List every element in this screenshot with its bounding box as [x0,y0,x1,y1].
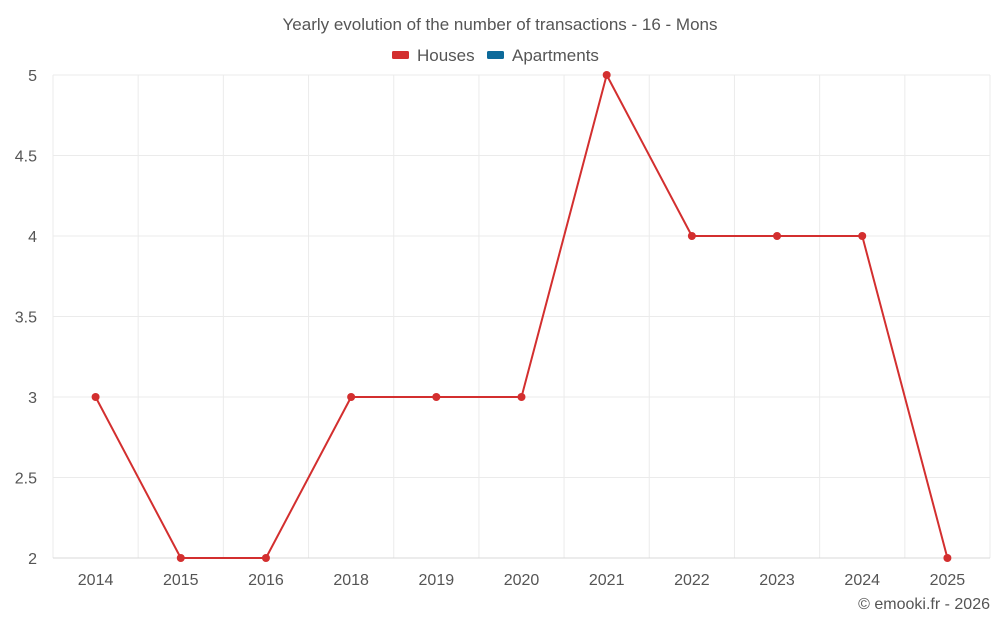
axes: 2 2.5 3 3.5 4 4.5 5 2014 2015 2016 2018 2019 2020 202… [15,68,990,589]
y-tick-label: 3 [28,390,37,407]
data-point-houses[interactable] [261,554,270,562]
data-point-houses[interactable] [517,393,526,401]
y-tick-label: 4 [28,229,37,246]
x-tick-label: 2014 [78,572,114,589]
data-point-houses[interactable] [773,232,782,240]
data-point-houses[interactable] [347,393,356,401]
x-tick-label: 2021 [589,572,625,589]
data-point-houses[interactable] [432,393,441,401]
data-point-houses[interactable] [176,554,185,562]
y-tick-label: 3.5 [15,310,37,327]
data-point-houses[interactable] [602,71,611,79]
x-tick-label: 2015 [163,572,199,589]
x-tick-label: 2025 [930,572,966,589]
grid [52,74,991,558]
y-tick-label: 5 [28,68,37,85]
legend-swatch-houses[interactable] [392,51,409,59]
data-point-houses[interactable] [91,393,100,401]
x-tick-label: 2024 [844,572,880,589]
legend: Houses Apartments [392,46,599,65]
x-tick-label: 2020 [504,572,540,589]
x-tick-label: 2016 [248,572,284,589]
data-point-houses[interactable] [943,554,952,562]
x-tick-label: 2022 [674,572,710,589]
credit-text: © emooki.fr - 2026 [858,596,990,613]
y-tick-label: 2 [28,551,37,568]
legend-swatch-apartments[interactable] [487,51,504,59]
y-tick-label: 4.5 [15,149,37,166]
data-point-houses[interactable] [687,232,696,240]
chart-title: Yearly evolution of the number of transa… [283,15,718,34]
legend-label-houses[interactable]: Houses [417,46,475,65]
x-tick-label: 2023 [759,572,795,589]
series-layer [91,71,952,562]
y-tick-label: 2.5 [15,471,37,488]
x-tick-label: 2019 [419,572,455,589]
data-point-houses[interactable] [858,232,867,240]
legend-label-apartments[interactable]: Apartments [512,46,599,65]
x-tick-label: 2018 [333,572,369,589]
